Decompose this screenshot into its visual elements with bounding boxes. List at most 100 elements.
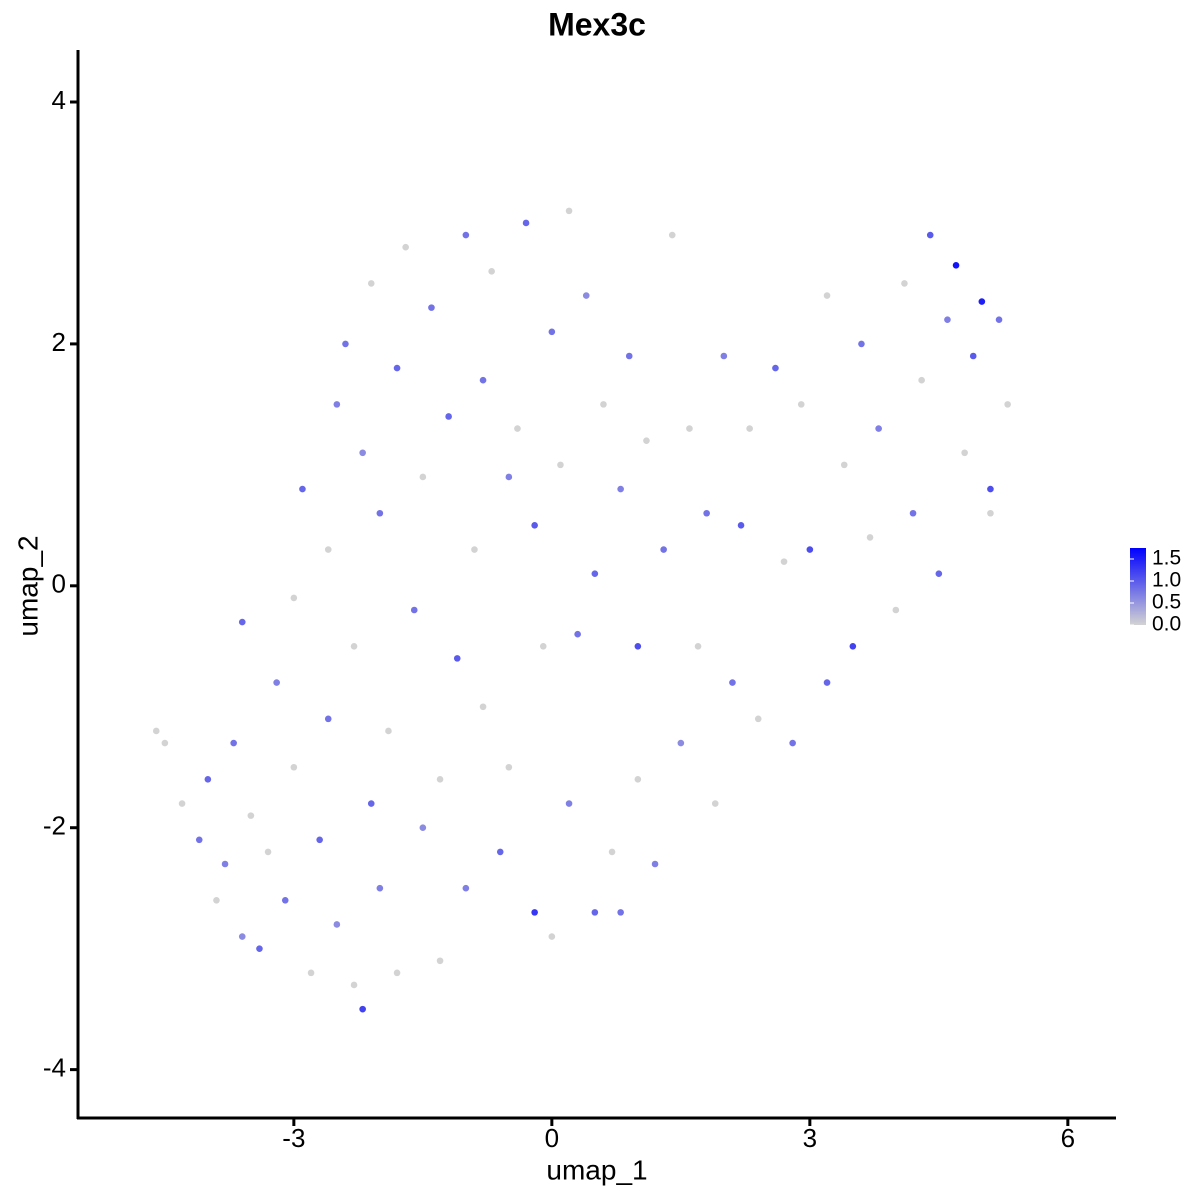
- colorbar: [1130, 548, 1146, 625]
- point: [299, 485, 306, 493]
- point: [479, 376, 487, 384]
- point: [385, 727, 392, 735]
- point: [849, 642, 857, 650]
- point: [651, 860, 659, 868]
- colorbar-tick-label: 0.5: [1152, 591, 1181, 614]
- point: [290, 763, 298, 771]
- point: [548, 933, 556, 940]
- point: [264, 848, 272, 856]
- point: [161, 739, 169, 747]
- chart-title: Mex3c: [548, 6, 646, 42]
- point: [436, 957, 444, 965]
- point: [797, 401, 805, 408]
- point: [359, 449, 366, 457]
- point: [479, 703, 487, 711]
- point: [961, 449, 968, 457]
- point: [238, 618, 246, 626]
- point: [935, 570, 943, 578]
- point: [256, 945, 263, 952]
- point: [582, 292, 590, 299]
- point: [918, 376, 925, 384]
- point: [522, 219, 530, 227]
- point: [359, 1005, 366, 1013]
- point: [531, 522, 538, 529]
- y-tick-label: 0: [52, 569, 66, 599]
- point: [703, 509, 710, 517]
- point: [729, 679, 736, 686]
- point: [634, 642, 642, 650]
- point: [926, 231, 934, 239]
- point: [858, 340, 865, 348]
- point: [367, 280, 375, 287]
- point: [565, 207, 573, 215]
- point: [247, 812, 255, 819]
- point: [875, 425, 882, 432]
- point: [445, 413, 452, 420]
- y-tick-label: 4: [52, 85, 66, 115]
- point: [419, 473, 427, 481]
- point: [393, 364, 401, 372]
- point: [436, 776, 444, 783]
- point: [316, 836, 323, 844]
- x-tick-label: 6: [1061, 1123, 1075, 1153]
- y-tick-label: -4: [43, 1052, 66, 1082]
- point: [737, 522, 745, 529]
- point: [419, 824, 427, 832]
- point: [539, 642, 547, 650]
- point: [505, 763, 513, 771]
- point: [342, 340, 349, 348]
- point: [428, 304, 435, 311]
- point: [350, 981, 358, 989]
- point: [617, 485, 624, 493]
- point: [548, 328, 556, 336]
- point: [660, 546, 667, 553]
- colorbar-tick-label: 0.0: [1152, 613, 1181, 636]
- point: [324, 546, 332, 553]
- point: [668, 231, 676, 239]
- point: [565, 800, 573, 807]
- x-tick-label: -3: [282, 1123, 305, 1153]
- point: [462, 884, 470, 892]
- point: [840, 461, 848, 469]
- point: [591, 570, 599, 578]
- point: [505, 473, 513, 481]
- point: [178, 800, 186, 807]
- point: [643, 437, 650, 444]
- point: [471, 546, 478, 553]
- point: [694, 642, 702, 650]
- point: [909, 509, 917, 517]
- point: [462, 231, 470, 239]
- x-axis-title: umap_1: [546, 1154, 647, 1185]
- point: [789, 739, 796, 747]
- y-axis-title: umap_2: [12, 535, 43, 636]
- point: [152, 727, 160, 735]
- point: [290, 594, 298, 602]
- point: [901, 280, 908, 287]
- point: [402, 243, 409, 251]
- point: [686, 425, 693, 432]
- point: [746, 425, 753, 432]
- point: [496, 848, 504, 856]
- point: [591, 909, 599, 916]
- point: [978, 298, 986, 305]
- point: [281, 896, 289, 904]
- point: [221, 860, 229, 868]
- point: [987, 485, 994, 493]
- x-tick-label: 0: [545, 1123, 559, 1153]
- point: [823, 292, 831, 299]
- point: [720, 352, 728, 360]
- point: [230, 739, 237, 747]
- y-tick-label: 2: [52, 327, 66, 357]
- point: [995, 316, 1003, 324]
- point: [823, 679, 831, 686]
- point: [376, 884, 384, 892]
- point: [892, 606, 900, 614]
- point: [307, 969, 315, 977]
- point: [1004, 401, 1011, 408]
- point: [625, 352, 633, 360]
- point: [273, 679, 280, 686]
- point: [213, 896, 220, 904]
- point: [944, 316, 951, 324]
- point: [969, 352, 977, 360]
